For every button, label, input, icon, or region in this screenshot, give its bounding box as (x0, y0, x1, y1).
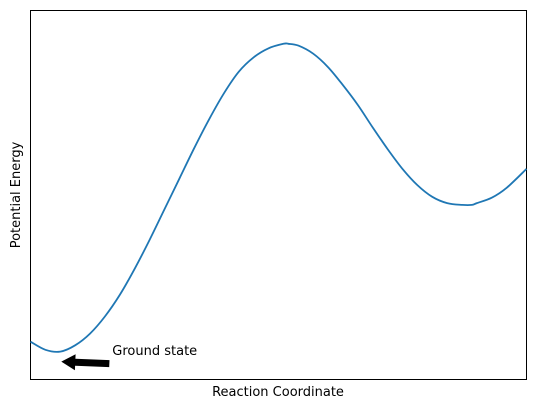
energy-curve-line (30, 42, 528, 353)
x-axis-label: Reaction Coordinate (212, 385, 344, 400)
annotation-layer: Ground state (61, 344, 197, 371)
y-axis-label: Potential Energy (9, 141, 24, 248)
ground-state-label: Ground state (112, 344, 197, 359)
axes-frame (30, 10, 527, 380)
series-layer (30, 42, 528, 353)
plot-area (30, 10, 527, 380)
ground-state-arrow (61, 354, 110, 371)
